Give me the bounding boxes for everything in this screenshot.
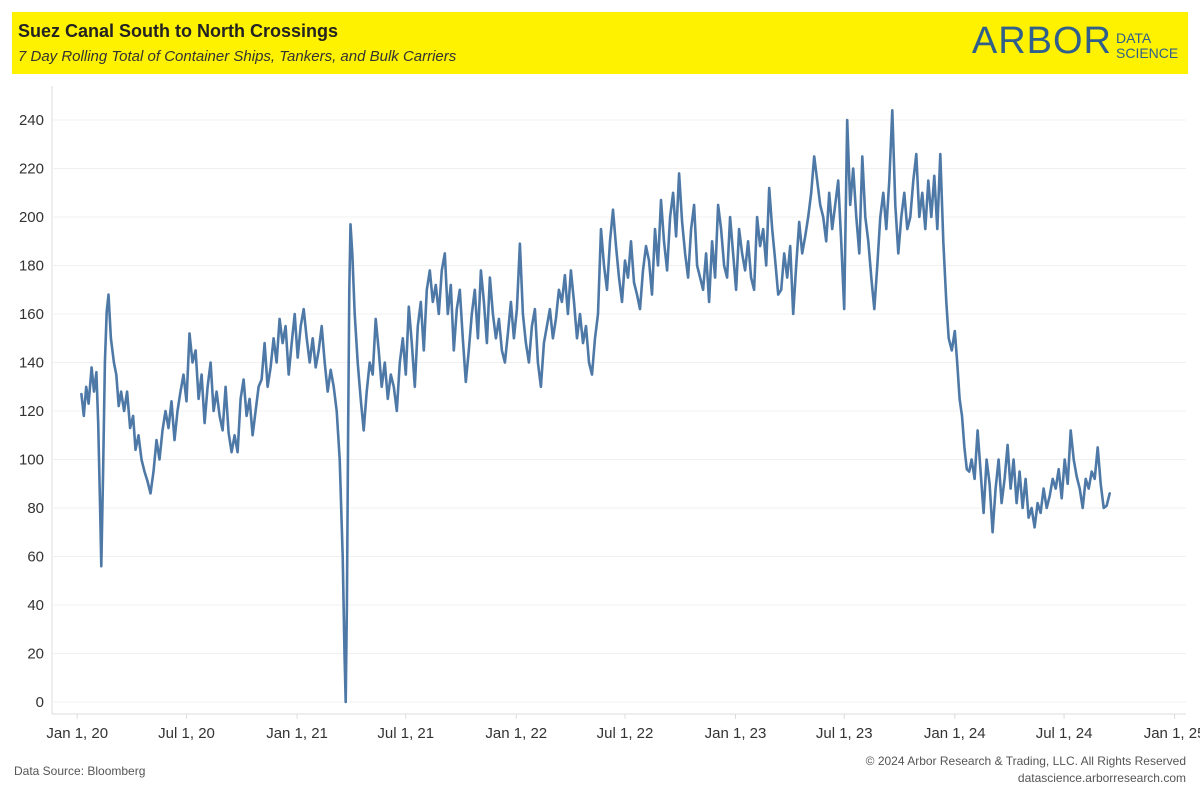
x-tick-label: Jan 1, 23 <box>705 725 767 742</box>
chart-subtitle: 7 Day Rolling Total of Container Ships, … <box>18 48 457 65</box>
x-tick-label: Jan 1, 20 <box>46 725 108 742</box>
y-tick-label: 180 <box>19 258 44 275</box>
y-tick-label: 120 <box>19 403 44 420</box>
series-line <box>80 109 1111 704</box>
y-tick-label: 240 <box>19 112 44 129</box>
grid-lines <box>51 86 1186 715</box>
x-axis-ticks: Jan 1, 20 Jul 1, 20 Jan 1, 21 Jul 1, 21 Jan … <box>46 714 1200 742</box>
x-tick-label: Jan 1, 25 <box>1144 725 1200 742</box>
x-tick-label: Jul 1, 21 <box>377 725 434 742</box>
arbor-logo: ARBOR DATA SCIENCE <box>972 20 1182 68</box>
y-tick-label: 200 <box>19 209 44 226</box>
data-source: Data Source: Bloomberg <box>14 764 146 778</box>
chart-header: Suez Canal South to North Crossings 7 Da… <box>12 12 1188 74</box>
y-tick-label: 0 <box>36 694 44 711</box>
x-tick-label: Jan 1, 22 <box>485 725 547 742</box>
x-tick-label: Jul 1, 20 <box>158 725 215 742</box>
logo-science-text: SCIENCE <box>1116 45 1179 61</box>
chart-title: Suez Canal South to North Crossings <box>18 21 339 41</box>
y-tick-label: 60 <box>27 549 44 566</box>
x-tick-label: Jan 1, 24 <box>924 725 986 742</box>
y-axis-ticks: 0 20 40 60 80 100 120 140 160 180 200 220 240 <box>19 112 44 711</box>
y-tick-label: 100 <box>19 452 44 469</box>
x-tick-label: Jan 1, 21 <box>266 725 328 742</box>
logo-main-text: ARBOR <box>971 20 1112 62</box>
y-tick-label: 220 <box>19 161 44 178</box>
y-tick-label: 140 <box>19 355 44 372</box>
y-tick-label: 160 <box>19 306 44 323</box>
website-text: datascience.arborresearch.com <box>1017 771 1186 785</box>
x-tick-label: Jul 1, 22 <box>597 725 654 742</box>
x-tick-label: Jul 1, 23 <box>816 725 873 742</box>
x-tick-label: Jul 1, 24 <box>1036 725 1093 742</box>
logo-data-text: DATA <box>1116 30 1152 46</box>
y-tick-label: 80 <box>27 500 44 517</box>
copyright-text: © 2024 Arbor Research & Trading, LLC. Al… <box>865 754 1186 768</box>
y-tick-label: 20 <box>27 646 44 663</box>
series-layer <box>80 109 1111 704</box>
y-tick-label: 40 <box>27 597 44 614</box>
